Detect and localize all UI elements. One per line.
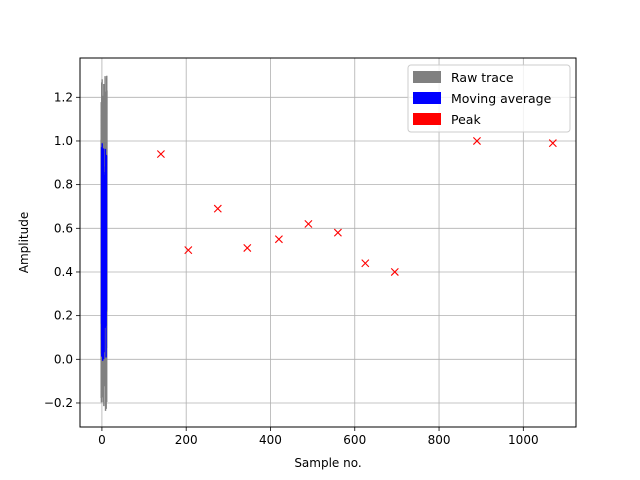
legend: Raw trace Moving average Peak bbox=[407, 64, 571, 133]
x-tick-label: 0 bbox=[98, 433, 106, 447]
legend-label-raw-trace: Raw trace bbox=[451, 70, 514, 85]
axes-frame bbox=[79, 57, 577, 428]
peak-marker bbox=[390, 267, 399, 276]
peak-marker bbox=[472, 136, 481, 145]
legend-swatch-peak bbox=[413, 113, 441, 125]
peak-marker-stroke bbox=[390, 267, 399, 276]
peak-marker-stroke bbox=[333, 228, 342, 237]
x-tick-label: 800 bbox=[428, 433, 451, 447]
peak-marker bbox=[156, 150, 165, 159]
x-axis-label: Sample no. bbox=[294, 456, 361, 470]
peak-marker bbox=[548, 139, 557, 148]
peak-marker-stroke bbox=[213, 204, 222, 213]
y-axis-label: Amplitude bbox=[17, 212, 31, 274]
peak-marker bbox=[333, 228, 342, 237]
peak-marker bbox=[243, 243, 252, 252]
peak-marker bbox=[213, 204, 222, 213]
peak-marker-stroke bbox=[243, 243, 252, 252]
x-tick-label: 600 bbox=[343, 433, 366, 447]
peak-marker-stroke bbox=[156, 150, 165, 159]
y-tick-label: −0.2 bbox=[44, 396, 73, 410]
y-tick-label: 0.4 bbox=[54, 265, 73, 279]
peak-marker-stroke bbox=[361, 259, 370, 268]
y-tick-label: 0.6 bbox=[54, 221, 73, 235]
axis-ticks: 0 200 400 600 800 1000 −0.2 0.0 0.2 0.4 0.6 0.8 1.0 1… bbox=[44, 90, 539, 447]
peak-marker bbox=[184, 246, 193, 255]
moving-average-line bbox=[100, 143, 108, 361]
x-tick-label: 1000 bbox=[508, 433, 539, 447]
x-tick-label: 400 bbox=[259, 433, 282, 447]
plot-series bbox=[100, 75, 557, 411]
peak-marker-stroke bbox=[304, 219, 313, 228]
y-tick-label: 1.2 bbox=[54, 90, 73, 104]
peak-marker-stroke bbox=[274, 235, 283, 244]
peak-marker bbox=[361, 259, 370, 268]
y-tick-label: 0.2 bbox=[54, 309, 73, 323]
peak-marker bbox=[304, 219, 313, 228]
peak-marker-stroke bbox=[548, 139, 557, 148]
peak-marker-stroke bbox=[184, 246, 193, 255]
legend-label-peak: Peak bbox=[451, 112, 481, 127]
x-tick-label: 200 bbox=[175, 433, 198, 447]
legend-swatch-moving-average bbox=[413, 92, 441, 104]
legend-box bbox=[407, 64, 571, 133]
peak-marker bbox=[274, 235, 283, 244]
peak-marker-stroke bbox=[472, 136, 481, 145]
y-tick-label: 0.0 bbox=[54, 352, 73, 366]
legend-label-moving-average: Moving average bbox=[451, 91, 552, 106]
y-tick-label: 1.0 bbox=[54, 134, 73, 148]
y-tick-label: 0.8 bbox=[54, 178, 73, 192]
legend-swatch-raw-trace bbox=[413, 71, 441, 83]
